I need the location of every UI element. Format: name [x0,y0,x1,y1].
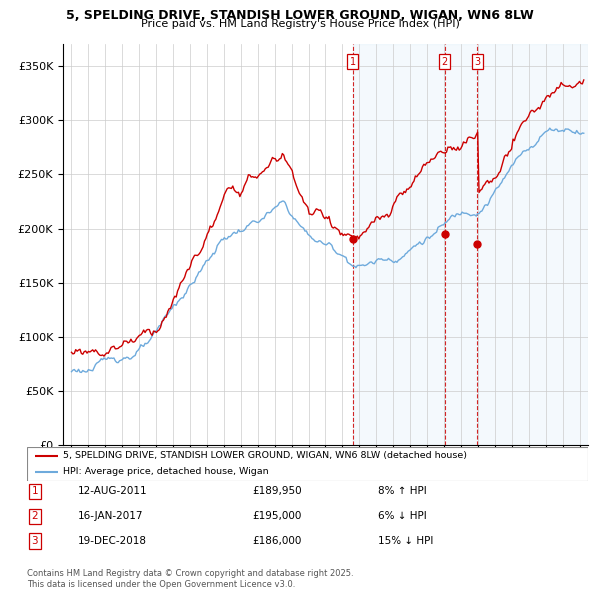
Text: 19-DEC-2018: 19-DEC-2018 [78,536,147,546]
Text: 1: 1 [350,57,356,67]
Text: 12-AUG-2011: 12-AUG-2011 [78,487,148,496]
Text: £186,000: £186,000 [252,536,301,546]
Text: 3: 3 [474,57,481,67]
Text: 2: 2 [442,57,448,67]
Text: £189,950: £189,950 [252,487,302,496]
Text: 2: 2 [31,512,38,521]
Text: 15% ↓ HPI: 15% ↓ HPI [378,536,433,546]
Text: 3: 3 [31,536,38,546]
Text: 5, SPELDING DRIVE, STANDISH LOWER GROUND, WIGAN, WN6 8LW: 5, SPELDING DRIVE, STANDISH LOWER GROUND… [66,9,534,22]
Text: Price paid vs. HM Land Registry's House Price Index (HPI): Price paid vs. HM Land Registry's House … [140,19,460,29]
Text: 5, SPELDING DRIVE, STANDISH LOWER GROUND, WIGAN, WN6 8LW (detached house): 5, SPELDING DRIVE, STANDISH LOWER GROUND… [64,451,467,460]
Text: HPI: Average price, detached house, Wigan: HPI: Average price, detached house, Wiga… [64,467,269,476]
Text: 1: 1 [31,487,38,496]
Bar [353,44,588,445]
Text: 16-JAN-2017: 16-JAN-2017 [78,512,143,521]
Text: 6% ↓ HPI: 6% ↓ HPI [378,512,427,521]
Text: Contains HM Land Registry data © Crown copyright and database right 2025.
This d: Contains HM Land Registry data © Crown c… [27,569,353,589]
Text: £195,000: £195,000 [252,512,301,521]
Text: 8% ↑ HPI: 8% ↑ HPI [378,487,427,496]
